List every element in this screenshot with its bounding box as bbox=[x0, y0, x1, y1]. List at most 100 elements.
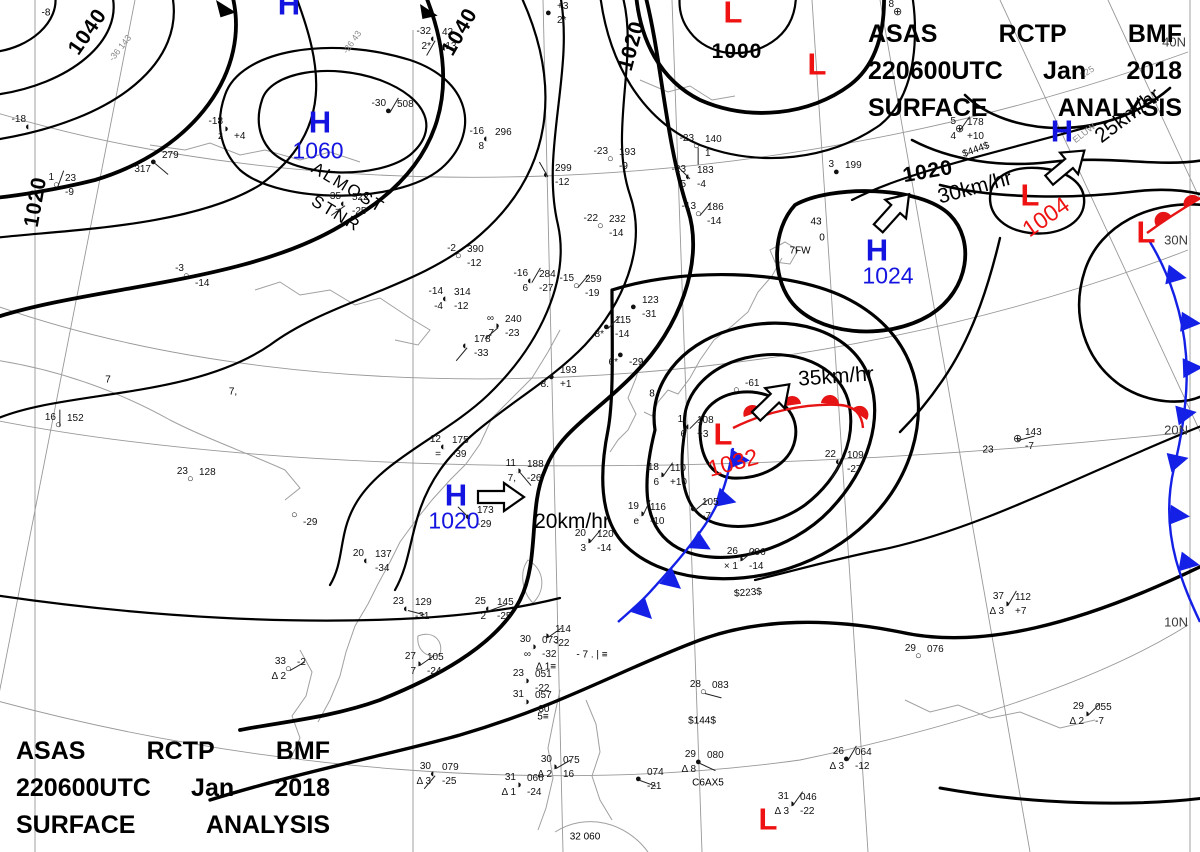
isobar-arrowheads bbox=[216, 0, 438, 20]
station-value-ne: 178 bbox=[474, 334, 491, 345]
station-value-nw: 31 bbox=[512, 689, 524, 700]
title-word: Jan bbox=[1043, 57, 1087, 85]
station-value-nw: 29 bbox=[904, 643, 916, 654]
station-symbol-icon: ◐ bbox=[462, 340, 469, 352]
station-value-sw: ∞ bbox=[523, 649, 531, 660]
station-value-sw: Δ 3 bbox=[774, 806, 789, 817]
station-value-ne: 296 bbox=[495, 127, 512, 138]
station-value-nw: -23 bbox=[679, 133, 694, 144]
station-value-se: +7 bbox=[1015, 606, 1027, 617]
warm-front bbox=[732, 194, 1200, 430]
station-value-se: -26 bbox=[527, 473, 542, 484]
station-value-se: -30 bbox=[535, 704, 550, 715]
latitude-label: 20N bbox=[1164, 422, 1188, 438]
title-word: RCTP bbox=[998, 20, 1067, 48]
station-value-sw: -4 bbox=[434, 301, 443, 312]
map-text-label: 8 bbox=[649, 388, 655, 400]
station-value-nw: 23 bbox=[392, 596, 404, 607]
station-value-ne: 112 bbox=[1015, 592, 1031, 603]
station-symbol-icon: ○ bbox=[183, 270, 190, 282]
station-symbol-icon: ◑ bbox=[737, 553, 744, 565]
map-text-label: 23 bbox=[982, 444, 994, 456]
station-value-sw: Δ 3 bbox=[416, 776, 431, 787]
station-symbol-icon: ◑ bbox=[658, 469, 665, 481]
station-value-ne: 074 bbox=[647, 767, 664, 778]
latitude-label: 10N bbox=[1164, 614, 1188, 630]
station-value-ne: 109 bbox=[847, 450, 864, 461]
station-value-nw: 27 bbox=[404, 651, 416, 662]
station-value-se: -7 bbox=[1095, 716, 1104, 727]
station-value-nw: -18 bbox=[208, 116, 223, 127]
station-value-nw: 1 bbox=[48, 172, 54, 183]
station-value-nw: 30 bbox=[419, 761, 431, 772]
station-value-ne: 186 bbox=[707, 202, 724, 213]
station-symbol-icon: ○ bbox=[55, 419, 62, 431]
station-symbol-icon: ◐ bbox=[440, 441, 447, 453]
station-value-nw: -32 bbox=[416, 26, 431, 37]
station-value-nw: 8 bbox=[888, 0, 894, 10]
wind-arrows bbox=[476, 149, 1086, 514]
station-value-sw: 317 bbox=[134, 164, 151, 175]
station-value-ne: 299 bbox=[555, 163, 572, 174]
station-value-ne: 140 bbox=[705, 134, 722, 145]
station-symbol-icon: ○ bbox=[455, 250, 462, 262]
station-value-se: -19 bbox=[585, 288, 600, 299]
station-value-sw: 3 bbox=[580, 543, 586, 554]
station-value-nw: 37 bbox=[992, 591, 1004, 602]
station-value-se: -12 bbox=[555, 177, 570, 188]
station-symbol-icon: ○ bbox=[53, 179, 60, 191]
station-value-se: 2* bbox=[557, 15, 567, 26]
station-value-se: -4 bbox=[697, 179, 706, 190]
station-symbol-icon: ◐ bbox=[430, 33, 437, 45]
station-value-nw: -22 bbox=[583, 213, 598, 224]
high-pressure-marker: H bbox=[277, 0, 301, 22]
station-value-nw: 5 bbox=[950, 116, 956, 127]
station-symbol-icon: ◑ bbox=[415, 658, 422, 670]
station-value-se: -29 bbox=[629, 357, 644, 368]
map-text-label: 5≡ bbox=[537, 711, 549, 723]
station-value-se: -22 bbox=[800, 806, 815, 817]
station-value-se: +1 bbox=[560, 379, 572, 390]
station-value-se: -29 bbox=[303, 517, 318, 528]
station-value-sw: z bbox=[218, 131, 223, 142]
station-value-ne: 314 bbox=[454, 287, 471, 298]
station-value-ne: 057 bbox=[535, 690, 552, 701]
station-symbol-icon: ○ bbox=[573, 280, 580, 292]
station-value-nw: 20 bbox=[574, 528, 586, 539]
station-value-ne: 115 bbox=[615, 315, 631, 326]
station-value-sw: 6 bbox=[522, 283, 528, 294]
station-value-nw: -16 bbox=[469, 126, 484, 137]
station-value-ne: 178 bbox=[967, 117, 984, 128]
title-word: ASAS bbox=[16, 737, 86, 765]
station-symbol-icon: ◐ bbox=[442, 293, 449, 305]
station-value-nw: -30 bbox=[371, 98, 386, 109]
station-value-se: -12 bbox=[454, 301, 469, 312]
station-value-ne: 42 bbox=[442, 27, 454, 38]
station-symbol-icon: ⊕ bbox=[893, 6, 903, 18]
station-symbol-icon: ● bbox=[385, 105, 392, 117]
station-value-ne: 193 bbox=[619, 147, 636, 158]
station-value-ne: 075 bbox=[563, 755, 580, 766]
station-value-ne: 152 bbox=[67, 413, 84, 424]
station-value-se: +10 bbox=[670, 477, 687, 488]
title-word: 220600UTC bbox=[16, 774, 151, 802]
station-value-se: -25 bbox=[442, 776, 457, 787]
station-value-se: -9 bbox=[65, 187, 74, 198]
station-value-nw: 1. bbox=[677, 414, 686, 425]
station-value-sw: 8 bbox=[478, 141, 484, 152]
station-symbol-icon: ◑ bbox=[551, 761, 558, 773]
station-value-sw: e bbox=[633, 516, 639, 527]
station-value-nw: -15 bbox=[559, 273, 574, 284]
station-code-label: C6AX5 bbox=[692, 777, 724, 789]
station-value-ne: -61 bbox=[745, 378, 760, 389]
station-value-sw: Δ 2 bbox=[537, 769, 552, 780]
map-text-label: 7 bbox=[105, 374, 111, 386]
station-value-ne: 284 bbox=[539, 269, 556, 280]
station-value-ne: 105 bbox=[427, 652, 444, 663]
station-symbol-icon: ◑ bbox=[1083, 708, 1090, 720]
high-pressure-marker: H bbox=[308, 104, 332, 140]
station-symbol-icon: ○ bbox=[733, 384, 740, 396]
station-value-se: -23 bbox=[505, 328, 520, 339]
